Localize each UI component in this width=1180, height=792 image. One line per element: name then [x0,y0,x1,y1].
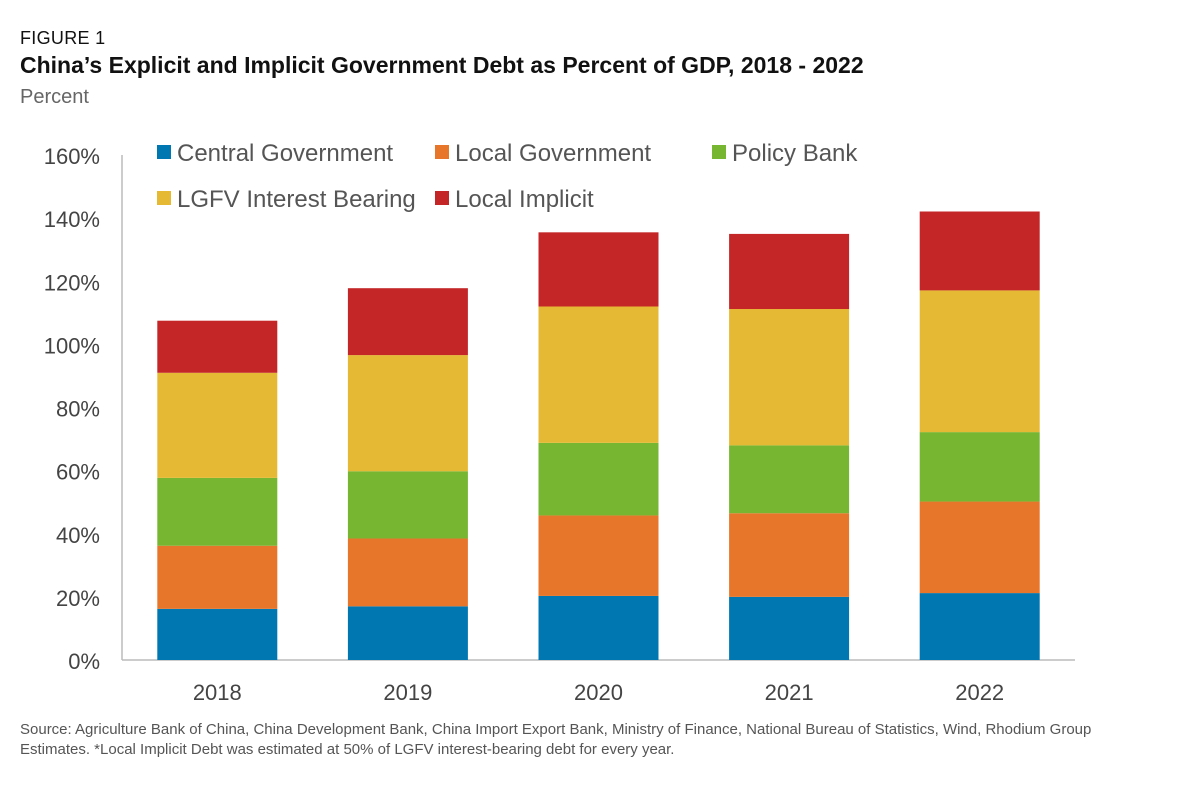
legend-swatch [435,191,449,205]
bar-segment-lgfv-interest-bearing [157,372,278,478]
legend-swatch [435,145,449,159]
legend-swatch [157,145,171,159]
bar-segment-policy-bank [347,471,468,539]
bar-segment-local-government [157,545,278,609]
legend-swatch [712,145,726,159]
bar-segment-local-implicit [919,211,1040,291]
bar-segment-policy-bank [919,432,1040,502]
y-tick-label: 160% [44,144,100,169]
bar-segment-lgfv-interest-bearing [538,306,659,443]
y-tick-label: 60% [56,460,100,485]
y-tick-label: 80% [56,397,100,422]
bar-segment-lgfv-interest-bearing [919,290,1040,433]
legend-label: Local Government [455,140,651,167]
bar-segment-central-government [157,608,278,660]
x-tick-label: 2020 [574,680,623,705]
legend-swatch [157,191,171,205]
legend-label: Policy Bank [732,140,858,167]
y-tick-label: 40% [56,523,100,548]
legend-label: Local Implicit [455,186,594,213]
source-note: Source: Agriculture Bank of China, China… [20,721,1092,758]
chart-title: China’s Explicit and Implicit Government… [20,52,864,78]
y-tick-label: 20% [56,586,100,611]
bar-segment-local-government [729,513,850,597]
bar-segment-local-implicit [729,233,850,310]
x-tick-label: 2021 [765,680,814,705]
bar-segment-local-implicit [157,320,278,373]
bar-segment-policy-bank [729,445,850,514]
bar-segment-central-government [729,596,850,660]
bar-segment-lgfv-interest-bearing [347,355,468,472]
chart-subtitle: Percent [20,86,89,108]
bar-segment-central-government [919,593,1040,660]
y-tick-label: 120% [44,270,100,295]
bar-segment-local-implicit [347,288,468,356]
bar-segment-policy-bank [157,477,278,546]
bar-segment-policy-bank [538,442,659,516]
y-tick-label: 0% [68,649,100,674]
legend-label: LGFV Interest Bearing [177,186,416,213]
bar-segment-local-government [919,501,1040,594]
bar-segment-local-government [538,515,659,596]
bar-segment-local-government [347,538,468,607]
bar-segment-central-government [347,606,468,660]
figure-label: FIGURE 1 [20,28,106,48]
bar-segment-central-government [538,595,659,660]
legend-label: Central Government [177,140,393,167]
x-tick-label: 2022 [955,680,1004,705]
y-tick-label: 140% [44,207,100,232]
bar-segment-lgfv-interest-bearing [729,309,850,446]
x-tick-label: 2018 [193,680,242,705]
y-tick-label: 100% [44,333,100,358]
bar-segment-local-implicit [538,232,659,307]
x-tick-label: 2019 [383,680,432,705]
